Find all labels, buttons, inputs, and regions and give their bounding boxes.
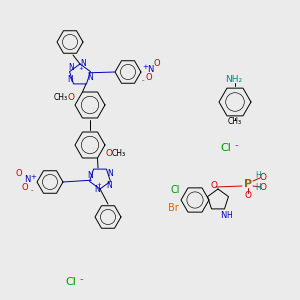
Text: O: O <box>106 148 112 158</box>
Text: N: N <box>87 172 93 181</box>
Text: O: O <box>68 92 74 101</box>
Text: N: N <box>80 58 86 68</box>
Text: O: O <box>22 182 28 191</box>
Text: N: N <box>220 211 226 220</box>
Text: +: + <box>142 64 148 70</box>
Text: O: O <box>260 184 266 193</box>
Text: -: - <box>77 274 84 284</box>
Text: Cl: Cl <box>170 185 180 195</box>
Text: CH₃: CH₃ <box>112 148 126 158</box>
Text: O: O <box>260 172 266 182</box>
Text: N: N <box>87 73 93 82</box>
Text: CH₃: CH₃ <box>54 92 68 101</box>
Text: N: N <box>24 175 30 184</box>
Text: -: - <box>31 187 33 193</box>
Text: Cl: Cl <box>220 143 231 153</box>
Text: +: + <box>97 182 101 187</box>
Text: O: O <box>211 181 218 190</box>
Text: +: + <box>30 174 36 180</box>
Text: P: P <box>244 179 252 189</box>
Text: H: H <box>255 172 261 181</box>
Text: Br: Br <box>168 203 178 213</box>
Text: H: H <box>226 211 232 220</box>
Text: CH₃: CH₃ <box>228 118 242 127</box>
Text: O: O <box>244 190 251 200</box>
Text: N: N <box>147 64 153 74</box>
Text: -: - <box>232 140 238 150</box>
Text: +: + <box>79 67 83 71</box>
Text: O: O <box>16 169 22 178</box>
Text: O: O <box>154 59 160 68</box>
Text: -: - <box>142 77 144 83</box>
Text: NH₂: NH₂ <box>225 74 243 83</box>
Text: N: N <box>68 64 74 73</box>
Text: O: O <box>146 73 152 82</box>
Text: H: H <box>255 182 261 191</box>
Text: N: N <box>94 185 100 194</box>
Text: N: N <box>107 169 113 178</box>
Text: N: N <box>106 181 112 190</box>
Text: N: N <box>67 74 73 83</box>
Text: Cl: Cl <box>65 277 76 287</box>
